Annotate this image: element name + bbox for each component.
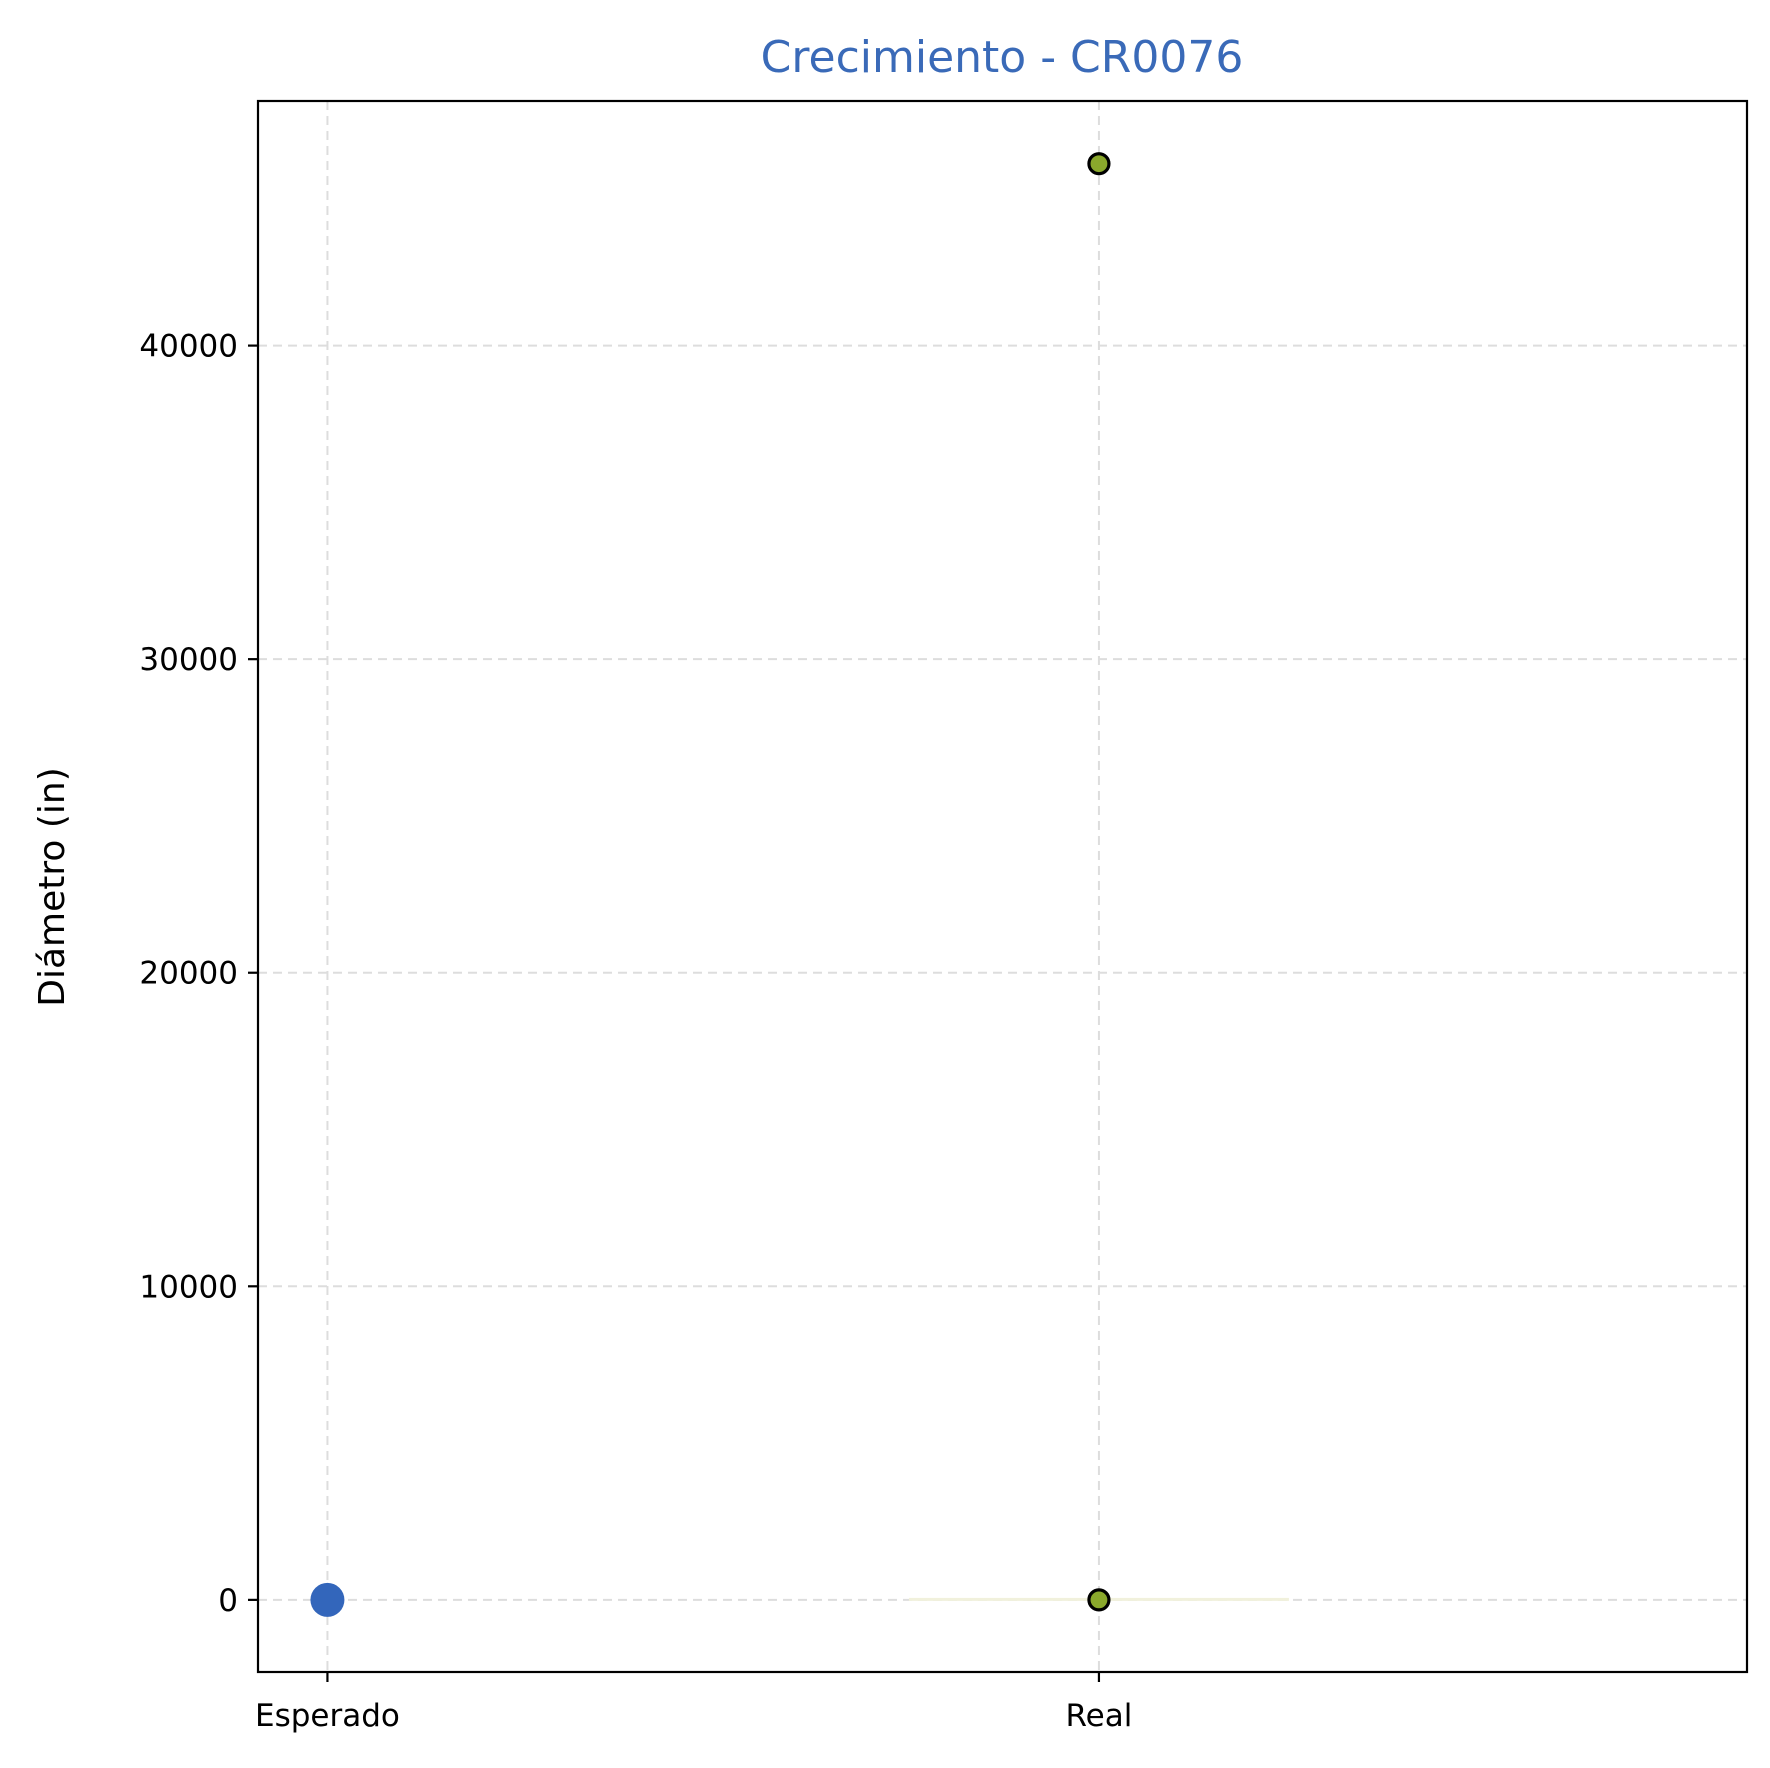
mark-layer bbox=[310, 152, 1289, 1617]
data-point-esperado bbox=[310, 1582, 345, 1617]
chart-title: Crecimiento - CR0076 bbox=[761, 32, 1244, 83]
x-tick-label: Real bbox=[1066, 1698, 1133, 1734]
plot-frame bbox=[256, 99, 1749, 1674]
y-axis-label: Diámetro (in) bbox=[32, 767, 73, 1007]
x-tick-label: Esperado bbox=[255, 1698, 400, 1734]
y-tick-label: 40000 bbox=[139, 329, 238, 365]
y-tick-label: 10000 bbox=[139, 1269, 238, 1305]
grid-layer bbox=[258, 101, 1747, 1672]
data-point-real bbox=[1087, 152, 1111, 176]
y-tick-label: 0 bbox=[218, 1583, 238, 1619]
tick-layer: 0 10000 20000 30000 40000 Esperado Real bbox=[139, 329, 1132, 1734]
data-point-real bbox=[1087, 1588, 1111, 1612]
y-tick-label: 30000 bbox=[139, 642, 238, 678]
y-tick-label: 20000 bbox=[139, 956, 238, 992]
